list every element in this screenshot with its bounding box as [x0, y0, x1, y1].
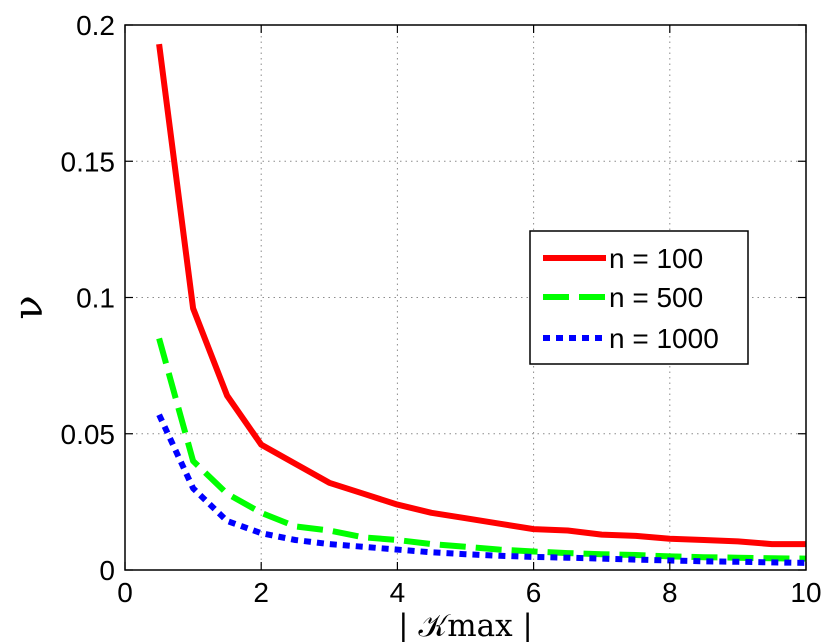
axis-tick-labels: 0 2 4 6 8 10 0 0.05 0.1 0.15 0.2	[61, 10, 822, 608]
legend-label: n = 1000	[609, 323, 719, 354]
y-tick-label: 0.05	[61, 419, 116, 450]
x-tick-label: 10	[790, 577, 821, 608]
y-tick-label: 0.2	[76, 10, 115, 41]
plot-series	[156, 43, 807, 566]
y-tick-label: 0	[99, 555, 115, 586]
x-tick-label: 0	[117, 577, 133, 608]
x-tick-label: 6	[526, 577, 542, 608]
x-tick-label: 4	[390, 577, 406, 608]
legend-label: n = 100	[609, 243, 703, 274]
legend-label: n = 500	[609, 282, 703, 313]
series-line-n-1000	[156, 413, 807, 566]
series-line-n-100	[156, 43, 806, 548]
y-axis-label: ν	[6, 295, 52, 319]
y-tick-label: 0.15	[61, 146, 116, 177]
x-tick-label: 2	[253, 577, 269, 608]
y-tick-label: 0.1	[76, 283, 115, 314]
x-tick-label: 8	[662, 577, 678, 608]
legend: n = 100 n = 500 n = 1000	[529, 230, 749, 365]
legend-items: n = 100 n = 500 n = 1000	[543, 243, 719, 354]
series-line-n-500	[156, 337, 807, 562]
axis-ticks	[124, 24, 807, 571]
x-axis-label: | 𝒦max |	[398, 608, 533, 642]
